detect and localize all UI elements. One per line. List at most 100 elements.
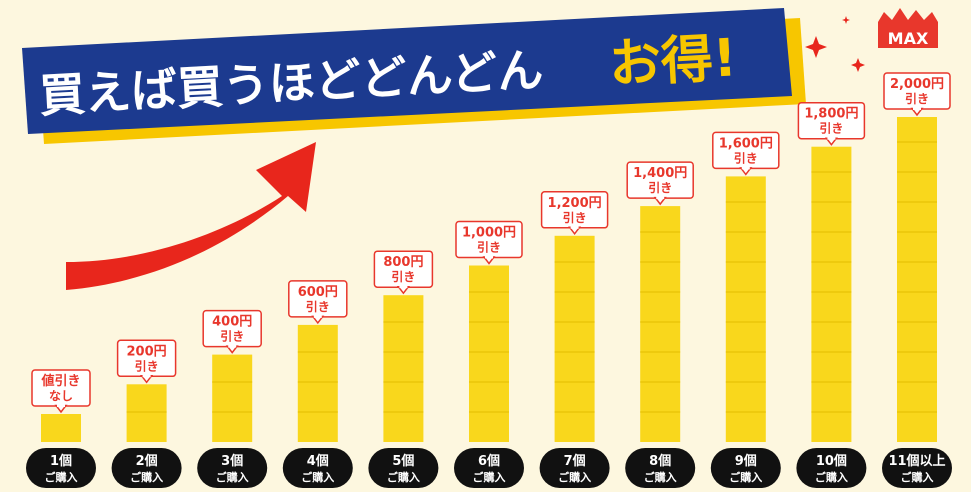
growth-arrow-icon: [66, 142, 316, 290]
value-label-pointer-mask: [827, 136, 836, 140]
bars-layer: [41, 117, 937, 442]
value-label-line1: 1,000円: [462, 226, 516, 241]
category-pill-bg: [197, 448, 268, 488]
value-label-line1: 1,400円: [633, 166, 687, 181]
category-action: ご購入: [473, 470, 506, 484]
bar-2: [126, 384, 167, 442]
category-count: 10個: [816, 453, 847, 469]
value-label-line1: 800円: [383, 255, 423, 270]
value-label-pointer-mask: [913, 107, 921, 110]
category-count: 9個: [735, 453, 757, 469]
value-label-pointer-mask: [228, 344, 237, 348]
value-label-line2: 引き: [905, 92, 929, 106]
bar-8: [640, 206, 681, 442]
value-label-pointer-mask: [485, 255, 493, 259]
category-pill-bg: [368, 448, 439, 488]
value-label-line1: 1,600円: [719, 136, 773, 151]
category-pill-bg: [539, 448, 610, 488]
value-label-line1: 値引き: [40, 373, 80, 389]
category-action: ご購入: [815, 470, 848, 484]
category-pill-bg: [710, 448, 781, 488]
value-label-line1: 2,000円: [890, 77, 944, 92]
bar-4: [297, 324, 338, 442]
value-label-pointer-mask: [313, 314, 322, 318]
banner-accent-text: お得!: [608, 28, 739, 95]
category-action: ご購入: [216, 470, 249, 484]
value-label-line2: 引き: [135, 359, 159, 373]
value-label-pointer-mask: [570, 225, 579, 229]
category-pill-bg: [796, 448, 867, 488]
value-label-pointer-mask: [142, 374, 151, 378]
value-label-line1: 200円: [127, 344, 167, 359]
category-pills-layer: 1個ご購入2個ご購入3個ご購入4個ご購入5個ご購入6個ご購入7個ご購入8個ご購入…: [26, 448, 952, 488]
category-action: ご購入: [301, 470, 334, 484]
category-action: ご購入: [387, 470, 420, 484]
value-label-pointer-mask: [399, 285, 408, 289]
bar-1: [41, 414, 81, 442]
category-pill-bg: [625, 448, 696, 488]
value-label-pointer-mask: [656, 196, 665, 200]
value-label-line1: 1,800円: [804, 107, 858, 122]
category-action: ご購入: [901, 470, 934, 484]
bar-3: [212, 354, 253, 442]
value-label-line2: 引き: [563, 211, 587, 225]
bar-7: [554, 235, 595, 442]
title-banner: 買えば買うほどどんどん お得!: [22, 8, 806, 144]
value-label-line2: 引き: [220, 330, 244, 344]
category-count: 4個: [307, 453, 329, 469]
value-label-line2: 引き: [391, 270, 415, 284]
category-action: ご購入: [729, 470, 762, 484]
category-pill-bg: [282, 448, 353, 488]
category-action: ご購入: [45, 470, 78, 484]
value-label-line2: 引き: [819, 122, 843, 136]
value-label-line1: 400円: [212, 315, 252, 330]
category-count: 11個以上: [888, 453, 945, 469]
value-label-line2: 引き: [477, 241, 501, 255]
bar-6: [469, 265, 509, 442]
bar-10: [811, 146, 852, 442]
category-action: ご購入: [644, 470, 677, 484]
max-badge: MAX: [878, 8, 938, 48]
value-label-line1: 600円: [298, 285, 338, 300]
category-pill-bg: [454, 448, 524, 488]
bar-11: [897, 117, 937, 442]
value-label-line2: 引き: [648, 181, 672, 195]
value-label-line1: 1,200円: [548, 196, 602, 211]
value-label-pointer-mask: [57, 404, 65, 407]
category-count: 8個: [649, 453, 671, 469]
sparkle-icons: [805, 16, 865, 72]
category-count: 7個: [564, 453, 586, 469]
category-pill-bg: [111, 448, 182, 488]
category-count: 5個: [392, 453, 414, 469]
category-count: 3個: [221, 453, 243, 469]
value-label-line2: 引き: [306, 300, 330, 314]
category-action: ご購入: [558, 470, 591, 484]
category-count: 1個: [50, 453, 72, 469]
bar-5: [383, 295, 424, 442]
max-badge-text: MAX: [888, 29, 929, 48]
category-count: 2個: [136, 453, 158, 469]
bar-9: [725, 176, 766, 442]
category-count: 6個: [478, 453, 500, 469]
category-pill-bg: [882, 448, 952, 488]
